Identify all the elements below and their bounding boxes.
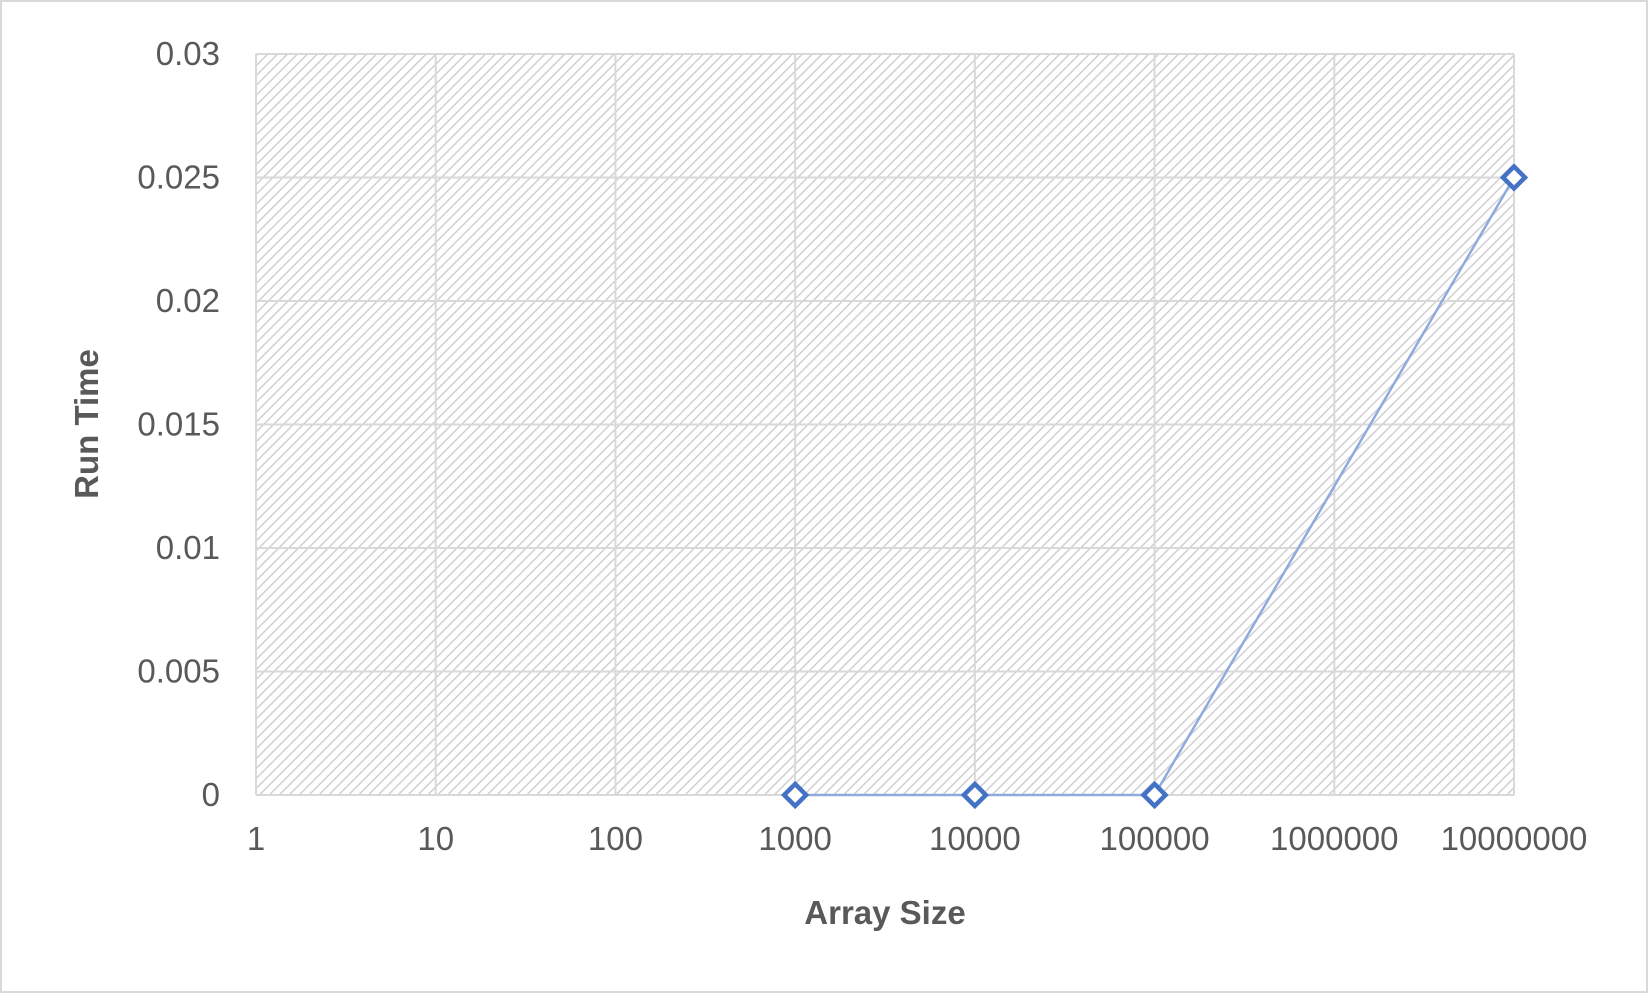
x-tick-label: 10000 [929,820,1021,857]
y-tick-label: 0.03 [156,35,220,72]
y-tick-label: 0.01 [156,529,220,566]
y-tick-label: 0.025 [137,159,220,196]
series-line [795,176,1516,797]
data-point-marker [1499,163,1529,192]
x-tick-label: 100000 [1100,820,1210,857]
data-point-marker [780,780,810,810]
y-tick-label: 0.02 [156,282,220,319]
data-point-marker [960,780,990,810]
data-point-marker [1140,780,1169,810]
x-tick-label: 1 [247,820,265,857]
x-axis-ticks: 1 10 100 1000 10000 100000 1000000 10000000 [247,820,1588,857]
y-tick-label: 0.015 [137,406,220,443]
x-tick-label: 100 [588,820,643,857]
y-tick-label: 0 [202,776,220,813]
series-layer [780,163,1529,810]
x-tick-label: 1000000 [1270,820,1398,857]
grid [255,53,1515,796]
x-tick-label: 1000 [758,820,831,857]
x-tick-label: 10000000 [1441,820,1588,857]
y-axis-ticks: 0 0.005 0.01 0.015 0.02 0.025 0.03 [137,35,220,813]
x-tick-label: 10 [417,820,454,857]
y-tick-label: 0.005 [137,653,220,690]
y-axis-title: Run Time [68,349,105,499]
x-axis-title: Array Size [804,894,965,931]
